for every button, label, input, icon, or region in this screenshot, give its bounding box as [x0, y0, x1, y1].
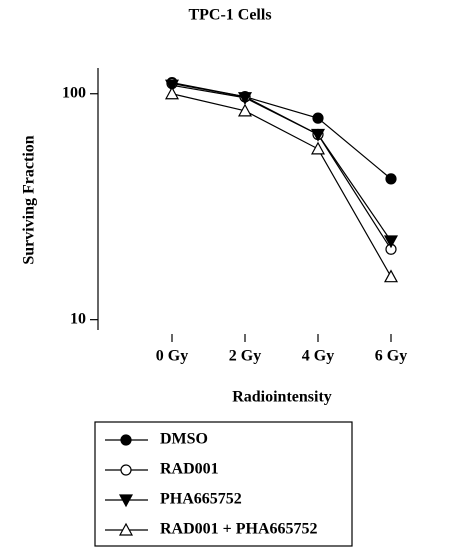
x-tick-label: 6 Gy [375, 348, 407, 365]
x-tick-label: 2 Gy [229, 348, 261, 365]
legend-label: RAD001 [160, 461, 219, 478]
x-axis-label: Radiointensity [232, 389, 332, 406]
legend-marker [120, 434, 132, 446]
y-axis-label: Surviving Fraction [21, 135, 38, 264]
chart-title: TPC-1 Cells [188, 7, 271, 24]
legend-label: DMSO [160, 431, 208, 448]
x-tick-label: 4 Gy [302, 348, 334, 365]
legend-marker [118, 522, 134, 536]
series-line [171, 84, 392, 242]
marker [383, 269, 399, 283]
series-line [171, 93, 392, 277]
marker [385, 173, 397, 185]
legend-label: PHA665752 [160, 491, 242, 508]
y-tick-label: 10 [70, 310, 86, 327]
marker [237, 103, 253, 117]
series-line [171, 82, 392, 250]
marker [164, 79, 180, 93]
marker [383, 235, 399, 249]
y-tick-label: 100 [62, 84, 86, 101]
marker [237, 92, 253, 106]
marker [312, 112, 324, 124]
marker [310, 141, 326, 155]
marker [310, 128, 326, 142]
legend-marker [120, 464, 132, 476]
x-tick-label: 0 Gy [156, 348, 188, 365]
series-line [171, 82, 392, 180]
legend-marker [118, 494, 134, 508]
legend-label: RAD001 + PHA665752 [160, 521, 318, 538]
marker [164, 86, 180, 100]
legend-box [94, 421, 353, 547]
